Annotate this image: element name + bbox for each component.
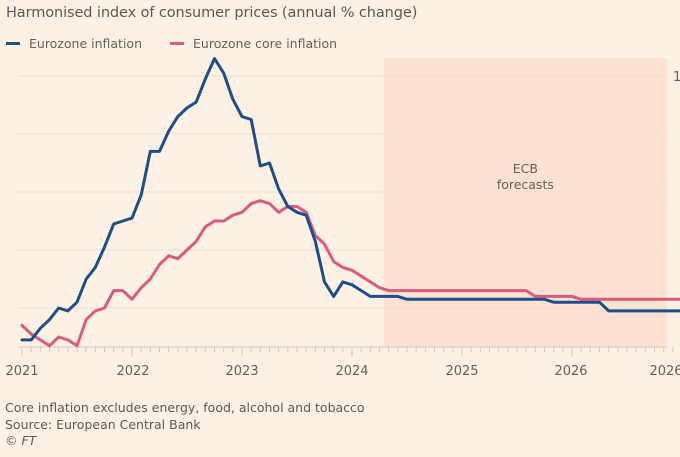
x-tick-label: 2023	[225, 364, 258, 379]
series-line-eurozone-inflation	[20, 57, 680, 342]
source-note: Source: European Central Bank	[5, 416, 201, 432]
legend-swatch-eurozone-core-inflation	[170, 42, 185, 45]
legend-item-eurozone-inflation: Eurozone inflation	[6, 36, 142, 51]
series-line-eurozone-core-inflation	[20, 199, 680, 348]
y-tick-label: 1	[673, 70, 680, 85]
legend-label-eurozone-core-inflation: Eurozone core inflation	[193, 36, 338, 51]
footnote: Core inflation excludes energy, food, al…	[5, 400, 365, 415]
x-tick-label: 2026	[554, 364, 587, 379]
x-tick-label: 2022	[116, 364, 149, 379]
forecast-label-line2: forecasts	[497, 177, 554, 192]
x-tick-label: 2025	[445, 364, 478, 379]
x-tick-label: 2026	[649, 364, 680, 379]
x-tick-label: 2024	[335, 364, 368, 379]
legend-item-eurozone-core-inflation: Eurozone core inflation	[170, 36, 337, 51]
legend-swatch-eurozone-inflation	[6, 42, 20, 45]
forecast-label-line1: ECB	[513, 161, 538, 176]
chart-title: Harmonised index of consumer prices (ann…	[6, 5, 418, 21]
forecast-region	[383, 58, 667, 347]
chart-footer: Core inflation excludes energy, food, al…	[5, 400, 365, 450]
x-tick-label: 2021	[5, 364, 38, 379]
copyright: © FT	[5, 433, 37, 448]
legend-label-eurozone-inflation: Eurozone inflation	[29, 36, 143, 51]
legend: Eurozone inflation Eurozone core inflati…	[6, 36, 365, 51]
